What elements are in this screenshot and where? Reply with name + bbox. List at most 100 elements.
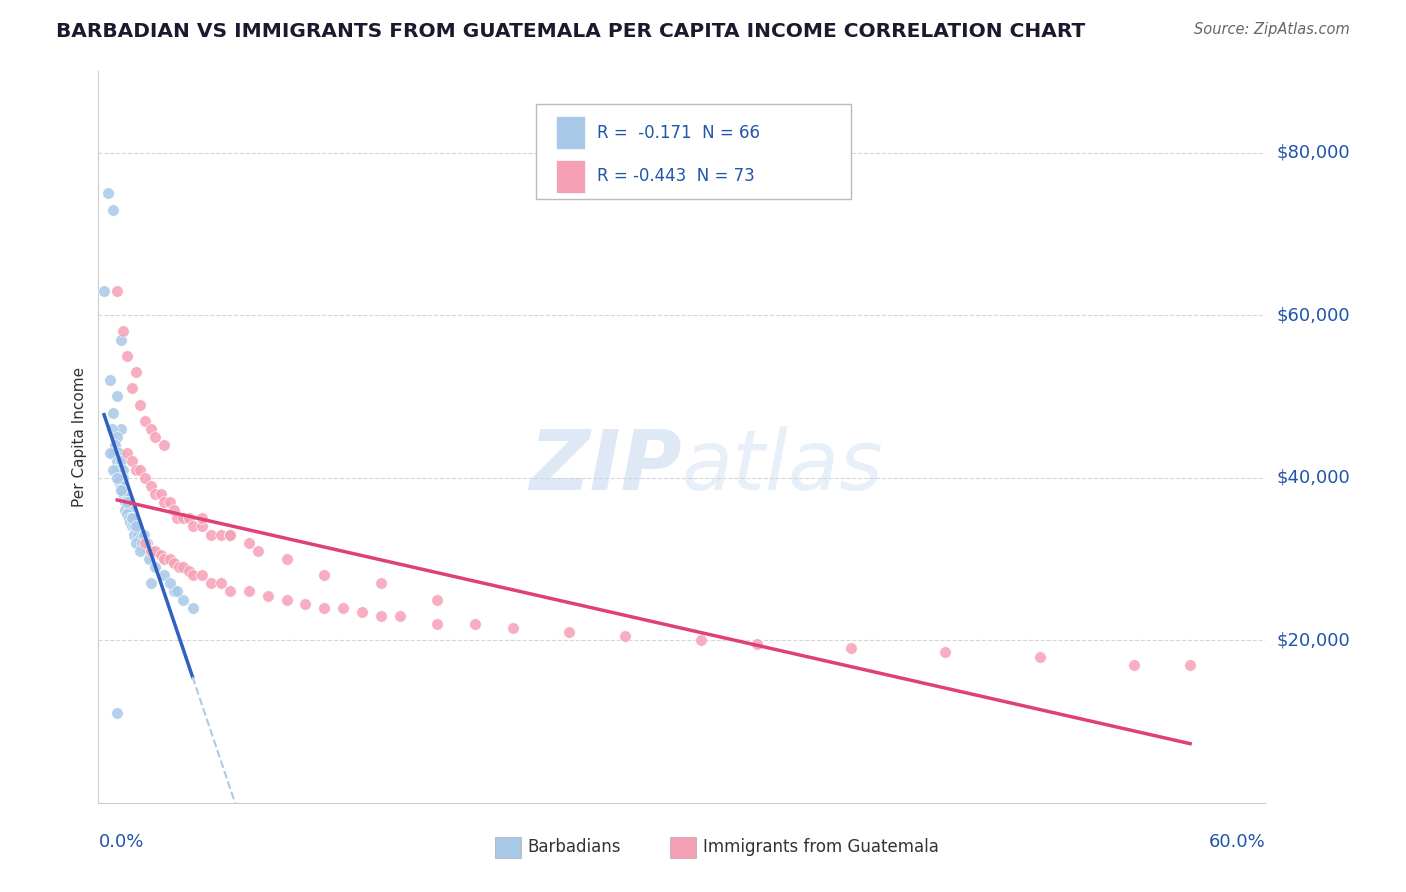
Text: BARBADIAN VS IMMIGRANTS FROM GUATEMALA PER CAPITA INCOME CORRELATION CHART: BARBADIAN VS IMMIGRANTS FROM GUATEMALA P… xyxy=(56,22,1085,41)
Point xyxy=(172,592,194,607)
Point xyxy=(163,503,186,517)
Point xyxy=(177,511,200,525)
Point xyxy=(128,532,150,546)
Point xyxy=(108,467,131,481)
Point xyxy=(314,568,336,582)
Point xyxy=(159,552,181,566)
Point xyxy=(159,576,181,591)
Point xyxy=(120,511,142,525)
Point xyxy=(114,503,136,517)
Point xyxy=(464,617,486,632)
Point xyxy=(125,462,148,476)
Point xyxy=(134,535,156,549)
Point xyxy=(108,446,131,460)
Point xyxy=(139,576,162,591)
Point xyxy=(117,511,139,525)
Text: Immigrants from Guatemala: Immigrants from Guatemala xyxy=(703,838,939,855)
Point xyxy=(426,592,449,607)
Point xyxy=(172,560,194,574)
Point xyxy=(110,483,132,497)
Point xyxy=(132,527,155,541)
Point xyxy=(125,519,148,533)
Point xyxy=(121,511,143,525)
Point xyxy=(200,527,222,541)
Point xyxy=(117,503,139,517)
Point xyxy=(93,284,115,298)
Point xyxy=(1028,649,1050,664)
Text: 60.0%: 60.0% xyxy=(1209,833,1265,851)
Bar xyxy=(671,838,696,858)
Point xyxy=(934,645,956,659)
Point xyxy=(181,519,204,533)
Point xyxy=(177,564,200,578)
Text: $20,000: $20,000 xyxy=(1277,632,1350,649)
Point xyxy=(104,438,127,452)
Point xyxy=(105,462,128,476)
Point xyxy=(614,629,637,643)
Point xyxy=(153,568,176,582)
Point xyxy=(166,511,188,525)
Point xyxy=(332,600,354,615)
Point xyxy=(143,430,166,444)
Point xyxy=(138,552,160,566)
Text: ZIP: ZIP xyxy=(529,425,682,507)
Point xyxy=(276,592,298,607)
Point xyxy=(105,284,128,298)
Point xyxy=(134,540,156,554)
Bar xyxy=(555,160,585,193)
Point xyxy=(219,527,242,541)
Point xyxy=(122,519,145,533)
Point xyxy=(136,535,159,549)
Point xyxy=(115,499,138,513)
Point xyxy=(98,373,121,387)
Point xyxy=(200,576,222,591)
Point xyxy=(97,186,120,201)
Point xyxy=(127,527,149,541)
Point xyxy=(191,519,214,533)
Point xyxy=(134,471,156,485)
Point xyxy=(128,544,150,558)
Point xyxy=(181,600,204,615)
Point xyxy=(103,462,125,476)
Point xyxy=(115,349,138,363)
Point xyxy=(110,479,132,493)
Point xyxy=(143,487,166,501)
Point xyxy=(247,544,270,558)
Point xyxy=(143,560,166,574)
Point xyxy=(105,471,128,485)
Point xyxy=(105,389,128,403)
Point xyxy=(121,519,143,533)
Point xyxy=(689,633,711,648)
Point xyxy=(191,511,214,525)
Point xyxy=(558,625,581,640)
Point xyxy=(502,621,524,635)
Point xyxy=(115,495,138,509)
Point xyxy=(121,454,143,468)
Point xyxy=(120,516,142,530)
Point xyxy=(134,414,156,428)
Point xyxy=(181,568,204,582)
Point xyxy=(110,333,132,347)
Point xyxy=(108,475,131,489)
Point xyxy=(209,527,232,541)
Point xyxy=(143,544,166,558)
Point xyxy=(100,422,122,436)
Point xyxy=(98,446,121,460)
Point xyxy=(1178,657,1201,672)
Point xyxy=(111,479,134,493)
Point xyxy=(153,438,176,452)
Point xyxy=(103,406,125,420)
Point xyxy=(350,605,373,619)
Point xyxy=(110,471,132,485)
Text: $60,000: $60,000 xyxy=(1277,306,1350,324)
Point xyxy=(219,584,242,599)
Point xyxy=(115,491,138,505)
Bar xyxy=(555,116,585,149)
Y-axis label: Per Capita Income: Per Capita Income xyxy=(72,367,87,508)
Point xyxy=(105,430,128,444)
Point xyxy=(276,552,298,566)
Point xyxy=(839,641,862,656)
Point xyxy=(110,422,132,436)
Point xyxy=(117,495,139,509)
Point xyxy=(149,548,172,562)
